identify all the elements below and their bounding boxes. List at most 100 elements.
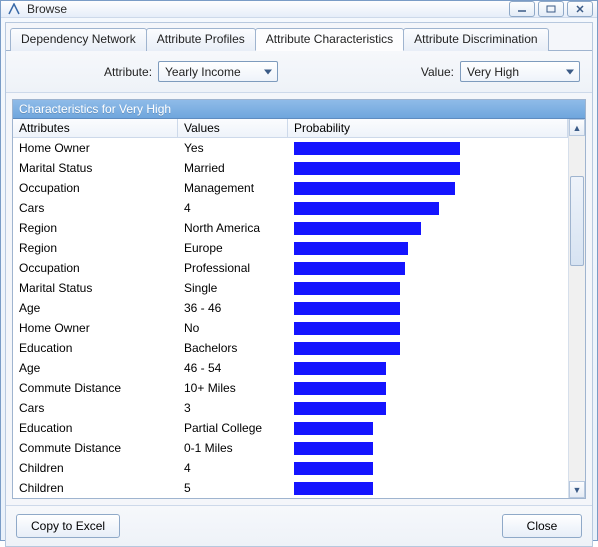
scroll-down-button[interactable]: ▼ <box>569 481 585 498</box>
attribute-combo[interactable]: Yearly Income <box>158 61 278 82</box>
cell-probability <box>288 442 568 455</box>
probability-bar <box>294 162 460 175</box>
table-row[interactable]: Marital StatusSingle <box>13 278 568 298</box>
table-row[interactable]: Cars4 <box>13 198 568 218</box>
table-row[interactable]: OccupationProfessional <box>13 258 568 278</box>
table-row[interactable]: Home OwnerNo <box>13 318 568 338</box>
tab-attribute-profiles[interactable]: Attribute Profiles <box>146 28 256 51</box>
table-row[interactable]: RegionNorth America <box>13 218 568 238</box>
cell-value: Management <box>178 181 288 195</box>
col-header-attributes[interactable]: Attributes <box>13 119 178 137</box>
probability-bar <box>294 262 405 275</box>
table-row[interactable]: Marital StatusMarried <box>13 158 568 178</box>
cell-probability <box>288 202 568 215</box>
minimize-button[interactable] <box>509 1 535 17</box>
cell-value: Married <box>178 161 288 175</box>
table-row[interactable]: Age36 - 46 <box>13 298 568 318</box>
scroll-thumb[interactable] <box>570 176 584 266</box>
cell-probability <box>288 182 568 195</box>
controls-row: Attribute: Yearly Income Value: Very Hig… <box>6 51 592 93</box>
scroll-up-button[interactable]: ▲ <box>569 119 585 136</box>
value-combo-value: Very High <box>467 65 519 79</box>
grid-rows: Home OwnerYesMarital StatusMarriedOccupa… <box>13 138 568 498</box>
probability-bar <box>294 202 439 215</box>
cell-value: 5 <box>178 481 288 495</box>
cell-probability <box>288 402 568 415</box>
probability-bar <box>294 482 373 495</box>
cell-probability <box>288 342 568 355</box>
table-row[interactable]: Cars3 <box>13 398 568 418</box>
value-combo[interactable]: Very High <box>460 61 580 82</box>
table-row[interactable]: Children5 <box>13 478 568 498</box>
cell-attribute: Education <box>13 421 178 435</box>
probability-bar <box>294 382 386 395</box>
cell-attribute: Children <box>13 481 178 495</box>
cell-probability <box>288 482 568 495</box>
cell-value: No <box>178 321 288 335</box>
browse-window: Browse Dependency NetworkAttribute Profi… <box>0 0 598 541</box>
maximize-button[interactable] <box>538 1 564 17</box>
col-header-probability[interactable]: Probability <box>288 119 568 137</box>
probability-bar <box>294 182 455 195</box>
cell-value: 0-1 Miles <box>178 441 288 455</box>
cell-probability <box>288 142 568 155</box>
table-row[interactable]: Children4 <box>13 458 568 478</box>
cell-value: Yes <box>178 141 288 155</box>
attribute-combo-value: Yearly Income <box>165 65 241 79</box>
probability-bar <box>294 282 400 295</box>
window-buttons <box>509 1 593 17</box>
probability-bar <box>294 222 421 235</box>
footer: Copy to Excel Close <box>6 505 592 546</box>
col-header-values[interactable]: Values <box>178 119 288 137</box>
cell-value: Professional <box>178 261 288 275</box>
cell-attribute: Occupation <box>13 181 178 195</box>
cell-attribute: Cars <box>13 201 178 215</box>
grid-header: Attributes Values Probability <box>13 119 568 138</box>
cell-probability <box>288 322 568 335</box>
probability-bar <box>294 322 400 335</box>
probability-bar <box>294 142 460 155</box>
vertical-scrollbar[interactable]: ▲ ▼ <box>568 119 585 498</box>
cell-value: Bachelors <box>178 341 288 355</box>
cell-attribute: Marital Status <box>13 281 178 295</box>
cell-attribute: Home Owner <box>13 321 178 335</box>
table-row[interactable]: RegionEurope <box>13 238 568 258</box>
table-row[interactable]: Commute Distance0-1 Miles <box>13 438 568 458</box>
table-row[interactable]: EducationBachelors <box>13 338 568 358</box>
cell-attribute: Commute Distance <box>13 441 178 455</box>
table-row[interactable]: Home OwnerYes <box>13 138 568 158</box>
cell-attribute: Commute Distance <box>13 381 178 395</box>
probability-bar <box>294 302 400 315</box>
probability-bar <box>294 462 373 475</box>
cell-probability <box>288 382 568 395</box>
cell-value: Single <box>178 281 288 295</box>
probability-bar <box>294 342 400 355</box>
probability-bar <box>294 362 386 375</box>
cell-probability <box>288 242 568 255</box>
close-dialog-label: Close <box>527 519 558 533</box>
cell-probability <box>288 422 568 435</box>
cell-attribute: Region <box>13 241 178 255</box>
cell-attribute: Education <box>13 341 178 355</box>
tab-attribute-characteristics[interactable]: Attribute Characteristics <box>255 28 404 51</box>
close-dialog-button[interactable]: Close <box>502 514 582 538</box>
scroll-track[interactable] <box>569 136 585 481</box>
close-button[interactable] <box>567 1 593 17</box>
cell-attribute: Age <box>13 361 178 375</box>
copy-to-excel-label: Copy to Excel <box>31 519 105 533</box>
tab-attribute-discrimination[interactable]: Attribute Discrimination <box>403 28 548 51</box>
cell-probability <box>288 302 568 315</box>
table-row[interactable]: Age46 - 54 <box>13 358 568 378</box>
copy-to-excel-button[interactable]: Copy to Excel <box>16 514 120 538</box>
cell-attribute: Occupation <box>13 261 178 275</box>
grid: Characteristics for Very High Attributes… <box>12 99 586 499</box>
table-row[interactable]: EducationPartial College <box>13 418 568 438</box>
cell-probability <box>288 222 568 235</box>
cell-value: 4 <box>178 201 288 215</box>
cell-attribute: Marital Status <box>13 161 178 175</box>
table-row[interactable]: OccupationManagement <box>13 178 568 198</box>
tab-dependency-network[interactable]: Dependency Network <box>10 28 147 51</box>
table-row[interactable]: Commute Distance10+ Miles <box>13 378 568 398</box>
cell-value: Europe <box>178 241 288 255</box>
cell-value: 46 - 54 <box>178 361 288 375</box>
